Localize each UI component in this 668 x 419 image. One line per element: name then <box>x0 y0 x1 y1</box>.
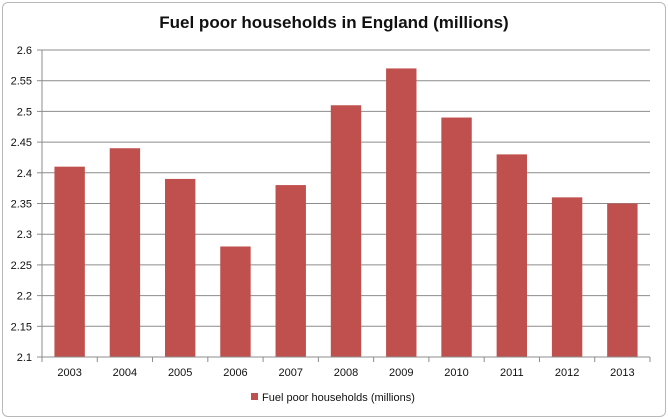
bar-2003 <box>54 166 85 357</box>
y-tick-label: 2.15 <box>11 321 32 333</box>
y-tick-label: 2.3 <box>17 229 32 241</box>
chart-title: Fuel poor households in England (million… <box>159 13 508 32</box>
bar-2006 <box>220 246 251 357</box>
x-tick-label: 2013 <box>610 367 634 379</box>
x-tick-label: 2003 <box>57 367 81 379</box>
bar-2010 <box>441 117 472 357</box>
y-tick-label: 2.45 <box>11 137 32 149</box>
y-tick-label: 2.55 <box>11 76 32 88</box>
legend-swatch <box>251 393 258 400</box>
bar-2008 <box>330 105 362 357</box>
y-axis: 2.1 2.15 2.2 2.25 2.3 2.35 2.4 2.45 2.5 2.55 2.6 <box>11 45 43 364</box>
y-tick-label: 2.6 <box>17 45 32 57</box>
y-tick-label: 2.35 <box>11 199 32 211</box>
y-tick-label: 2.1 <box>17 352 32 364</box>
bar-2005 <box>164 178 196 357</box>
x-tick-label: 2004 <box>113 367 137 379</box>
bar-2007 <box>275 185 306 357</box>
y-tick-label: 2.5 <box>17 106 32 118</box>
bar-2012 <box>551 197 583 357</box>
x-tick-label: 2005 <box>168 367 192 379</box>
x-tick-label: 2009 <box>389 367 413 379</box>
x-tick-label: 2011 <box>500 367 524 379</box>
x-tick-label: 2008 <box>334 367 358 379</box>
x-tick-label: 2010 <box>444 367 468 379</box>
y-tick-label: 2.4 <box>17 168 32 180</box>
legend: Fuel poor households (millions) <box>251 392 415 404</box>
bars <box>54 68 638 358</box>
bar-2011 <box>496 154 528 357</box>
bar-2004 <box>109 148 141 357</box>
y-tick-label: 2.25 <box>11 260 32 272</box>
bar-2009 <box>386 68 417 358</box>
x-tick-label: 2007 <box>278 367 302 379</box>
legend-label: Fuel poor households (millions) <box>262 392 415 404</box>
x-axis: 2003 2004 2005 2006 2007 2008 2009 2010 2011 2012… <box>41 356 651 379</box>
x-tick-label: 2006 <box>223 367 247 379</box>
x-tick-label: 2012 <box>555 367 579 379</box>
bar-2013 <box>607 203 638 357</box>
y-tick-label: 2.2 <box>17 291 32 303</box>
